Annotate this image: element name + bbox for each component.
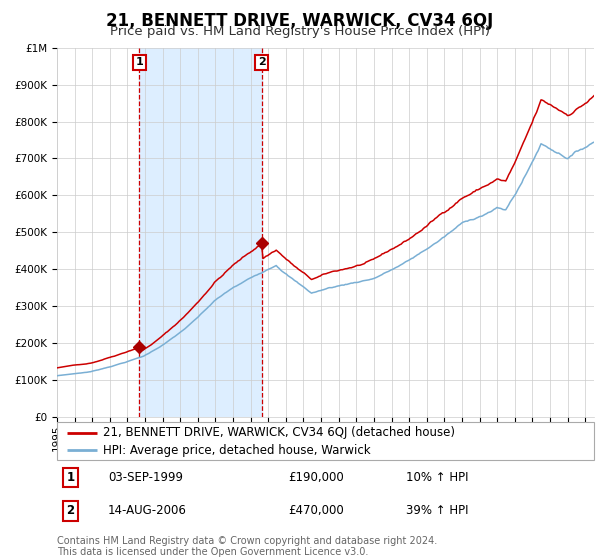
Text: 14-AUG-2006: 14-AUG-2006	[108, 504, 187, 517]
Text: Price paid vs. HM Land Registry's House Price Index (HPI): Price paid vs. HM Land Registry's House …	[110, 25, 490, 38]
Text: 2: 2	[67, 504, 74, 517]
Text: 21, BENNETT DRIVE, WARWICK, CV34 6QJ (detached house): 21, BENNETT DRIVE, WARWICK, CV34 6QJ (de…	[103, 426, 455, 439]
Text: 03-SEP-1999: 03-SEP-1999	[108, 471, 183, 484]
Text: HPI: Average price, detached house, Warwick: HPI: Average price, detached house, Warw…	[103, 444, 370, 456]
FancyBboxPatch shape	[57, 422, 594, 460]
Text: £470,000: £470,000	[288, 504, 344, 517]
Text: 1: 1	[136, 57, 143, 67]
Text: £190,000: £190,000	[288, 471, 344, 484]
Text: 39% ↑ HPI: 39% ↑ HPI	[406, 504, 469, 517]
Text: 21, BENNETT DRIVE, WARWICK, CV34 6QJ: 21, BENNETT DRIVE, WARWICK, CV34 6QJ	[106, 12, 494, 30]
Text: Contains HM Land Registry data © Crown copyright and database right 2024.
This d: Contains HM Land Registry data © Crown c…	[57, 535, 437, 557]
Text: 10% ↑ HPI: 10% ↑ HPI	[406, 471, 469, 484]
Text: 2: 2	[258, 57, 265, 67]
Bar	[139, 48, 262, 417]
Text: 1: 1	[67, 471, 74, 484]
